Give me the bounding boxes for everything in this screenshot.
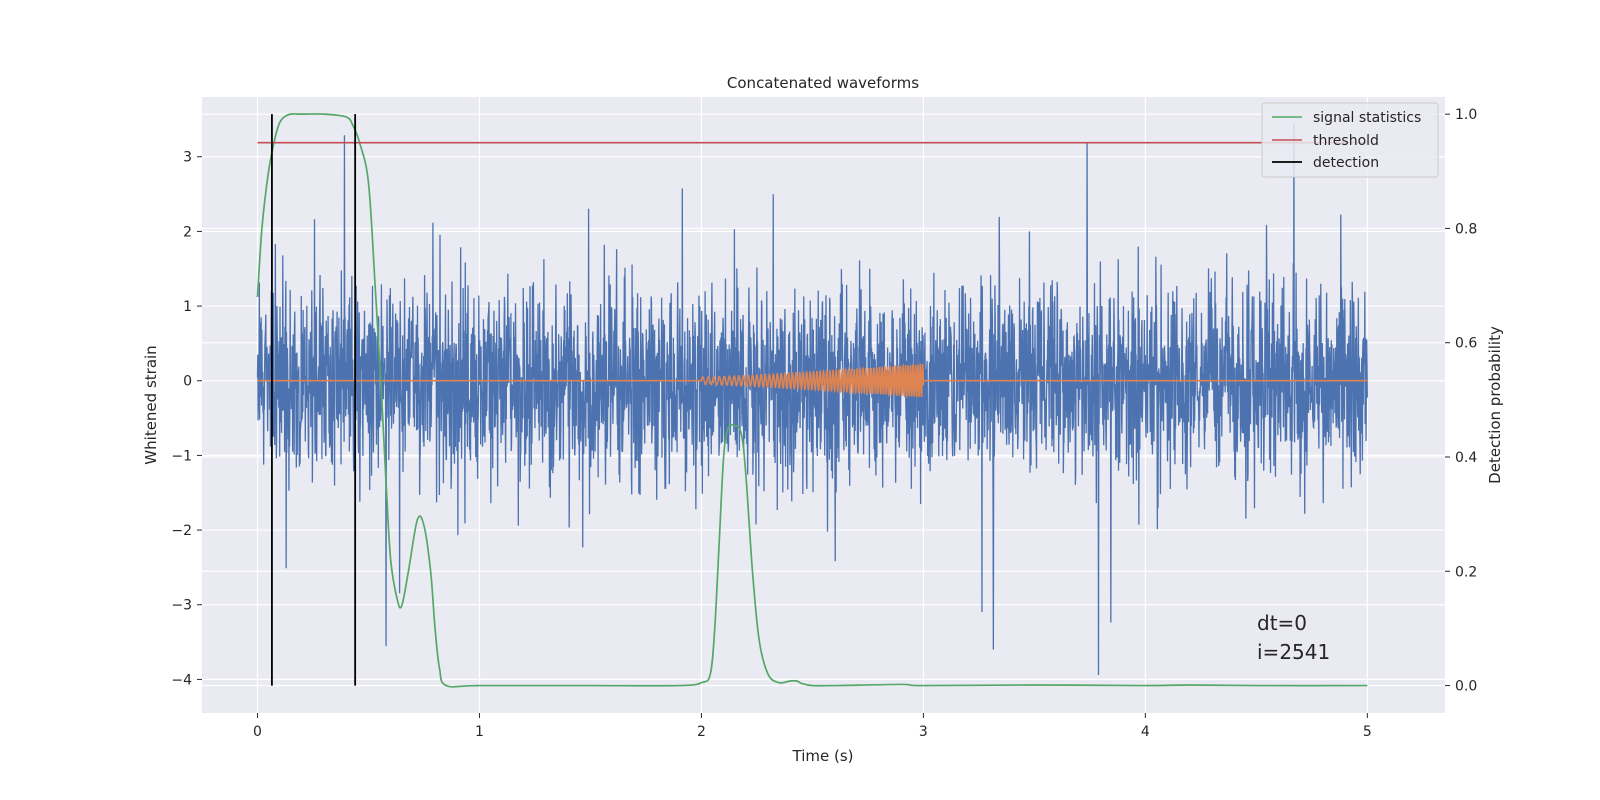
y-axis-label: Whitened strain	[142, 345, 160, 464]
y-tick-label-6: 2	[183, 224, 192, 240]
legend-label-signal-statistics: signal statistics	[1313, 110, 1421, 126]
legend: signal statistics threshold detection	[1261, 102, 1439, 178]
y-tick-label-7: 3	[183, 150, 192, 166]
x-tick-label-3: 3	[919, 724, 928, 740]
chart-title: Concatenated waveforms	[727, 74, 919, 92]
legend-label-detection: detection	[1313, 155, 1379, 171]
series-whitened-strain	[256, 123, 1368, 675]
y-tick-label-4: 0	[183, 374, 192, 390]
y-tick-label-0: −4	[171, 672, 192, 688]
y-right-tick-label-4: 0.8	[1455, 221, 1477, 237]
y-right-tick-label-3: 0.6	[1455, 336, 1477, 352]
series-signal-statistics	[256, 113, 1368, 688]
y-tick-label-5: 1	[183, 299, 192, 315]
legend-label-threshold: threshold	[1313, 133, 1379, 149]
x-tick-label-5: 5	[1363, 724, 1372, 740]
y-tick-label-3: −1	[171, 448, 192, 464]
legend-box	[1261, 102, 1439, 178]
series-injected-waveform	[257, 362, 1368, 399]
x-tick-label-4: 4	[1141, 724, 1150, 740]
annotation-dt: dt=0	[1257, 611, 1307, 635]
y-right-tick-label-0: 0.0	[1455, 679, 1477, 695]
axes-layer: 0 1 2 3 4 5 −4 −3 −2 −1 0 1 2 3 0.0 0.2 0.4 0.6 0.8 1.0	[171, 107, 1477, 740]
y-tick-label-1: −3	[171, 598, 192, 614]
series-layer	[256, 113, 1368, 688]
y-axis-right-label: Detection probability	[1486, 326, 1504, 484]
y-right-tick-label-1: 0.2	[1455, 564, 1477, 580]
x-axis-label: Time (s)	[792, 747, 854, 765]
y-tick-label-2: −2	[171, 523, 192, 539]
x-tick-label-0: 0	[253, 724, 262, 740]
y-right-tick-label-5: 1.0	[1455, 107, 1477, 123]
x-tick-label-1: 1	[475, 724, 484, 740]
annotation-index: i=2541	[1257, 640, 1330, 664]
y-right-tick-label-2: 0.4	[1455, 450, 1477, 466]
x-tick-label-2: 2	[697, 724, 706, 740]
